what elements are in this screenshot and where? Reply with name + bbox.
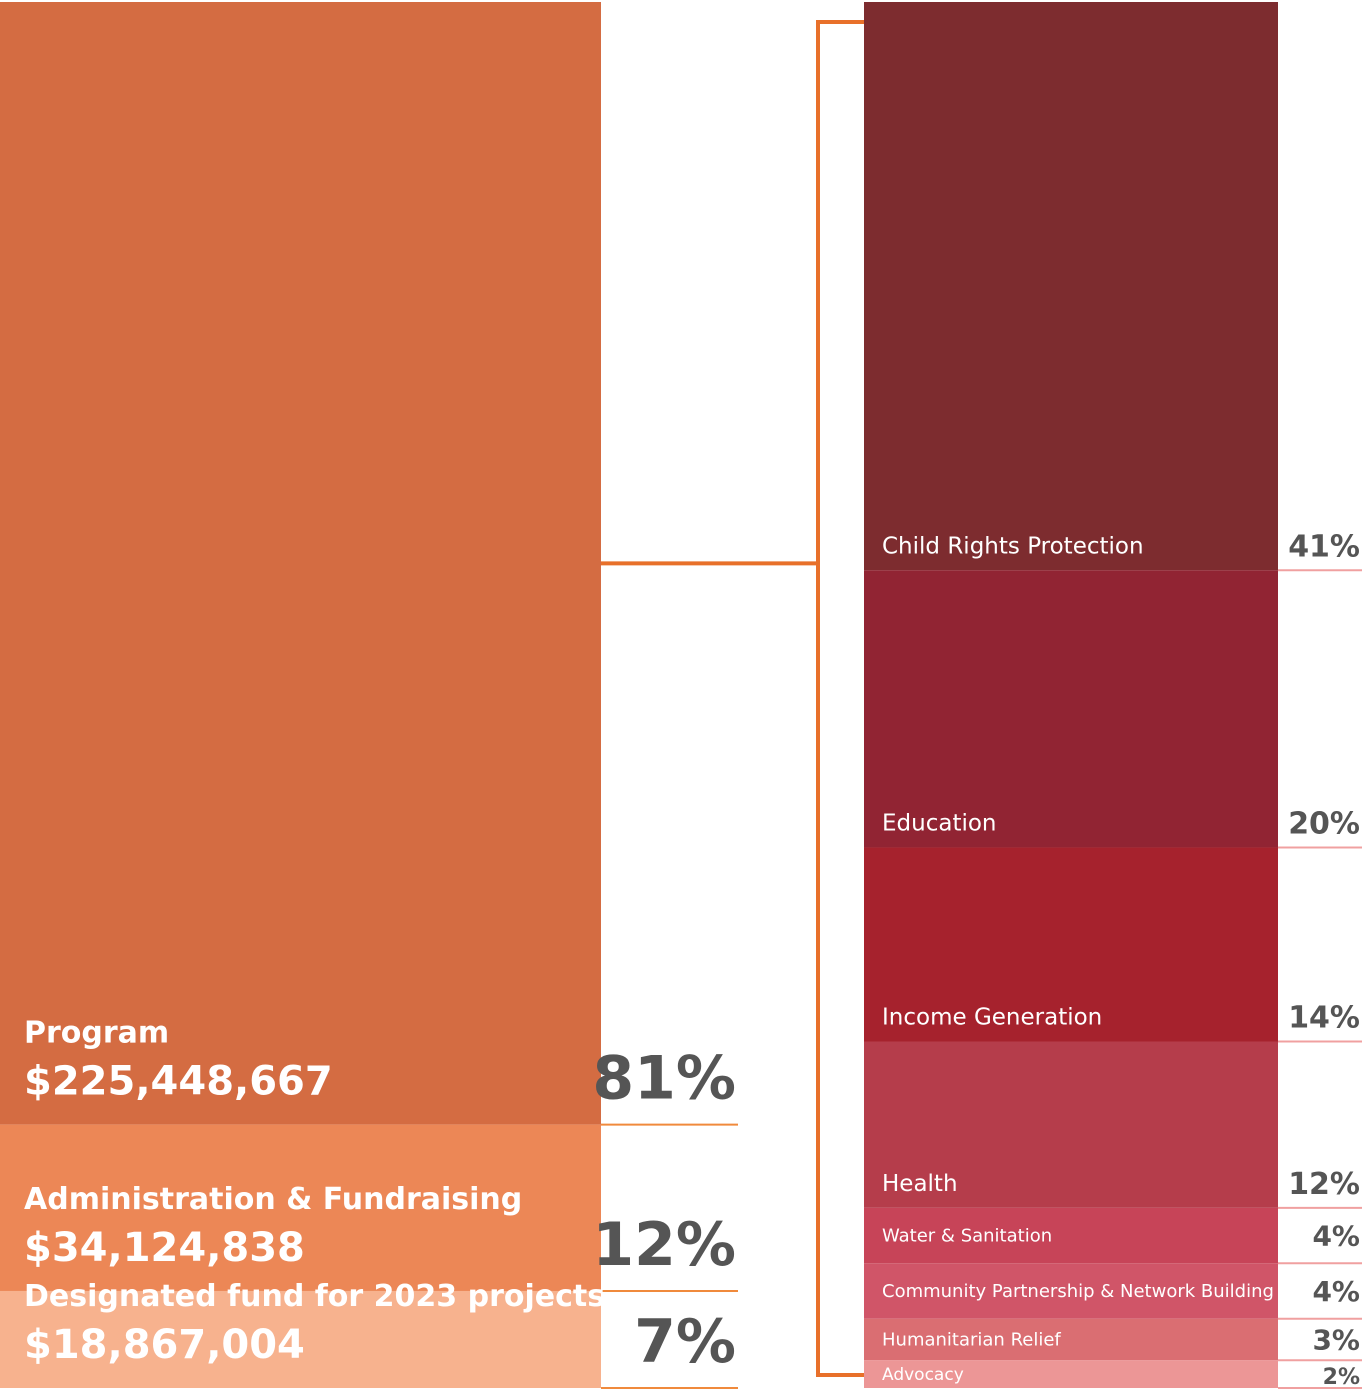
segment-percent: 4% bbox=[1312, 1275, 1360, 1308]
segment-name: Administration & Fundraising bbox=[24, 1182, 522, 1217]
segment-percent: 7% bbox=[634, 1307, 736, 1377]
segment bbox=[0, 1124, 601, 1291]
segment-name: Income Generation bbox=[882, 1005, 1102, 1031]
bracket bbox=[816, 20, 864, 1377]
segment-amount: $18,867,004 bbox=[24, 1322, 305, 1368]
segment-percent: 81% bbox=[592, 1044, 736, 1114]
segment bbox=[0, 1290, 601, 1388]
segment-percent: 14% bbox=[1288, 1001, 1360, 1036]
segment bbox=[864, 1360, 1278, 1388]
segment bbox=[864, 847, 1278, 1042]
segment bbox=[864, 1207, 1278, 1264]
segment-name: Community Partnership & Network Building bbox=[882, 1281, 1274, 1302]
segment-percent: 2% bbox=[1323, 1365, 1360, 1390]
segment-name: Child Rights Protection bbox=[882, 533, 1144, 559]
segment-name: Health bbox=[882, 1171, 958, 1197]
segment bbox=[864, 570, 1278, 848]
segment-name: Advocacy bbox=[882, 1365, 964, 1385]
segment bbox=[0, 2, 601, 1125]
segment-name: Designated fund for 2023 projects bbox=[24, 1279, 605, 1314]
segment-percent: 3% bbox=[1312, 1323, 1360, 1356]
segment bbox=[864, 1041, 1278, 1208]
segment-amount: $225,448,667 bbox=[24, 1059, 333, 1105]
segment-percent: 20% bbox=[1288, 806, 1360, 841]
segment-percent: 12% bbox=[1288, 1167, 1360, 1202]
segment bbox=[864, 1318, 1278, 1361]
segment-percent: 41% bbox=[1288, 529, 1360, 564]
segment-name: Humanitarian Relief bbox=[882, 1329, 1061, 1350]
segment-amount: $34,124,838 bbox=[24, 1225, 305, 1271]
segment-percent: 12% bbox=[592, 1210, 736, 1280]
segment-name: Education bbox=[882, 810, 997, 836]
segment-percent: 4% bbox=[1312, 1220, 1360, 1253]
segment-name: Water & Sanitation bbox=[882, 1226, 1052, 1247]
segment bbox=[864, 2, 1278, 571]
segment bbox=[864, 1263, 1278, 1319]
segment-name: Program bbox=[24, 1016, 169, 1051]
